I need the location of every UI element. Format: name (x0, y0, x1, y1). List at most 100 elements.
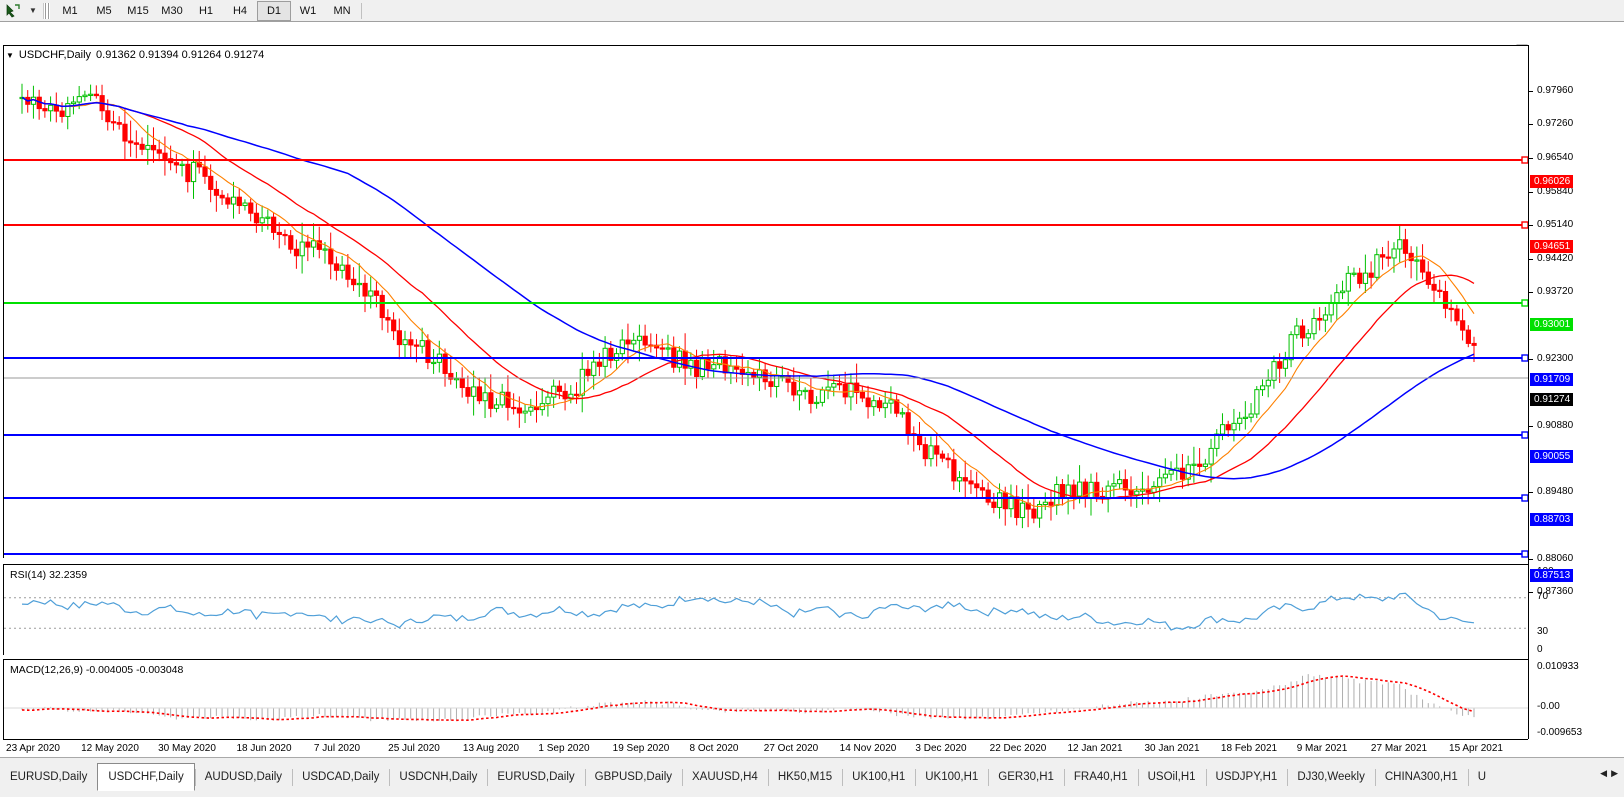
date-label-18: 27 Mar 2021 (1370, 743, 1428, 754)
timeframe-m15[interactable]: M15 (127, 4, 149, 17)
resistance-level-0-96026-handle[interactable] (1521, 156, 1528, 164)
chart-tab-u[interactable]: U (1467, 764, 1496, 790)
price-tick-0-93720: 0.93720 (1529, 286, 1624, 298)
chart-tab-usdcnh-daily[interactable]: USDCNH,Daily (389, 764, 487, 790)
macd-indicator-title: MACD(12,26,9) -0.004005 -0.003048 (10, 664, 184, 676)
date-label-12: 3 Dec 2020 (915, 743, 967, 754)
date-label-17: 9 Mar 2021 (1296, 743, 1348, 754)
timeframe-m1[interactable]: M1 (62, 4, 78, 17)
chevron-left-icon[interactable]: ◀ (1600, 768, 1608, 778)
price-tick-0-96540: 0.96540 (1529, 152, 1624, 164)
macd-pane[interactable]: MACD(12,26,9) -0.004005 -0.003048 (3, 659, 1528, 739)
rsi-reference-lines (4, 597, 1528, 629)
chart-tab-bar: EURUSD,Daily USDCHF,Daily AUDUSD,Daily USDC… (0, 757, 1624, 797)
chart-tab-china300-h1[interactable]: CHINA300,H1 (1374, 764, 1468, 790)
date-label-8: 19 Sep 2020 (612, 743, 670, 754)
date-label-10: 27 Oct 2020 (763, 743, 819, 754)
date-label-15: 30 Jan 2021 (1144, 743, 1200, 754)
chart-tab-uk100-h1[interactable]: UK100,H1 (915, 764, 988, 790)
chart-tab-audusd-daily[interactable]: AUDUSD,Daily (194, 764, 292, 790)
toolbar-divider (361, 2, 362, 19)
price-tick-0-95140: 0.95140 (1529, 219, 1624, 231)
chart-tab-usoil-h1[interactable]: USOil,H1 (1137, 764, 1206, 790)
price-tick-0-97260: 0.97260 (1529, 118, 1624, 130)
support-level-0-87513-tag[interactable]: 0.87513 (1530, 569, 1574, 582)
price-candlestick-chart (4, 83, 1528, 558)
date-label-4: 7 Jul 2020 (313, 743, 361, 754)
price-pane[interactable] (3, 45, 1528, 558)
date-label-0: 23 Apr 2020 (6, 743, 60, 754)
tab-scroll-controls: ◀ ▶ (1594, 764, 1624, 779)
candlesticks (19, 83, 1477, 529)
chart-area: ▼ USDCHF,Daily 0.91362 0.91394 0.91264 0… (0, 22, 1624, 759)
rsi-scale-70: 70 (1537, 591, 1549, 602)
crosshair-cursor-icon[interactable] (0, 1, 26, 21)
rsi-pane[interactable]: RSI(14) 32.2359 (3, 564, 1528, 655)
level-0-93001-tag[interactable]: 0.93001 (1530, 318, 1574, 331)
support-level-0-91709-tag[interactable]: 0.91709 (1530, 373, 1574, 386)
support-level-0-91709-handle[interactable] (1521, 354, 1528, 362)
rsi-indicator-title: RSI(14) 32.2359 (10, 569, 88, 581)
chart-tab-gbpusd-daily[interactable]: GBPUSD,Daily (584, 764, 682, 790)
main-toolbar: ▼ M1 M5 M15 M30 H1 H4 D1 W1 MN (0, 0, 1624, 22)
timeframe-w1[interactable]: W1 (299, 4, 317, 17)
date-label-13: 22 Dec 2020 (989, 743, 1047, 754)
chart-tab-eurusd-daily[interactable]: EURUSD,Daily (487, 764, 584, 790)
chart-tab-usdcad-daily[interactable]: USDCAD,Daily (292, 764, 389, 790)
timeframe-m5[interactable]: M5 (96, 4, 112, 17)
level-0-93001-handle[interactable] (1521, 299, 1528, 307)
support-level-0-87513-handle[interactable] (1521, 550, 1528, 558)
support-level-0-90055-handle[interactable] (1521, 431, 1528, 439)
macd-scale-0009653: -0.009653 (1537, 727, 1583, 738)
chart-tab-usdchf-daily[interactable]: USDCHF,Daily (97, 763, 195, 791)
date-label-14: 12 Jan 2021 (1067, 743, 1123, 754)
timeframe-h1[interactable]: H1 (198, 4, 214, 17)
triangle-down-icon[interactable]: ▼ (6, 50, 14, 60)
date-label-2: 30 May 2020 (158, 743, 216, 754)
price-tick-0-89480: 0.89480 (1529, 486, 1624, 498)
date-label-3: 18 Jun 2020 (236, 743, 292, 754)
chart-tab-uk100-h1[interactable]: UK100,H1 (842, 764, 915, 790)
rsi-scale-30: 30 (1537, 626, 1549, 637)
chart-tab-usdjpy-h1[interactable]: USDJPY,H1 (1205, 764, 1288, 790)
timeframe-m30[interactable]: M30 (161, 4, 183, 17)
price-tick-0-95840: 0.95840 (1529, 186, 1624, 198)
price-tick-0-92300: 0.92300 (1529, 353, 1624, 365)
toolbar-grip[interactable] (43, 2, 50, 19)
rsi-line-chart (4, 592, 1528, 631)
rsi-scale-0: 0 (1537, 644, 1543, 655)
chart-tab-dj30-weekly[interactable]: DJ30,Weekly (1287, 764, 1375, 790)
chart-tab-ger30-h1[interactable]: GER30,H1 (988, 764, 1064, 790)
current-price-0-91274-tag[interactable]: 0.91274 (1530, 393, 1574, 406)
macd-signal-line (21, 675, 1475, 722)
date-label-5: 25 Jul 2020 (388, 743, 440, 754)
resistance-level-0-94651-handle[interactable] (1521, 221, 1528, 229)
timeframe-h4[interactable]: H4 (232, 4, 248, 17)
macd-histogram-bars (21, 674, 1475, 722)
date-label-7: 1 Sep 2020 (538, 743, 590, 754)
support-level-0-90055-tag[interactable]: 0.90055 (1530, 450, 1574, 463)
timeframe-group: M1 M5 M15 M30 H1 H4 D1 W1 MN (53, 0, 359, 21)
macd-histogram-chart (4, 674, 1528, 722)
chart-tab-eurusd-daily[interactable]: EURUSD,Daily (10, 771, 88, 783)
chart-tab-xauusd-h4[interactable]: XAUUSD,H4 (682, 764, 768, 790)
chart-tab-fra40-h1[interactable]: FRA40,H1 (1063, 764, 1138, 790)
price-tick-0-94420: 0.94420 (1529, 253, 1624, 265)
chevron-right-icon[interactable]: ▶ (1611, 768, 1618, 778)
resistance-level-0-94651-tag[interactable]: 0.94651 (1530, 240, 1574, 253)
price-tick-0-97960: 0.97960 (1529, 85, 1624, 97)
date-label-6: 13 Aug 2020 (462, 743, 520, 754)
timeframe-mn[interactable]: MN (333, 4, 351, 17)
resistance-level-0-96026-tag[interactable]: 0.96026 (1530, 175, 1574, 188)
price-tick-0-87360: 0.87360 (1529, 586, 1624, 598)
support-level-0-88703-handle[interactable] (1521, 494, 1528, 502)
chevron-down-icon[interactable]: ▼ (29, 6, 37, 15)
date-label-9: 8 Oct 2020 (689, 743, 739, 754)
price-tick-0-90880: 0.90880 (1529, 420, 1624, 432)
price-scale[interactable]: 0.97960 0.97260 0.96540 0.95840 0.95140 0.944… (1528, 45, 1624, 739)
date-axis: 23 Apr 2020 12 May 2020 30 May 2020 18 Jun … (3, 739, 1528, 759)
chart-tab-hk50-m15[interactable]: HK50,M15 (767, 764, 842, 790)
support-level-0-88703-tag[interactable]: 0.88703 (1530, 513, 1574, 526)
timeframe-d1[interactable]: D1 (257, 0, 291, 21)
date-label-1: 12 May 2020 (81, 743, 139, 754)
